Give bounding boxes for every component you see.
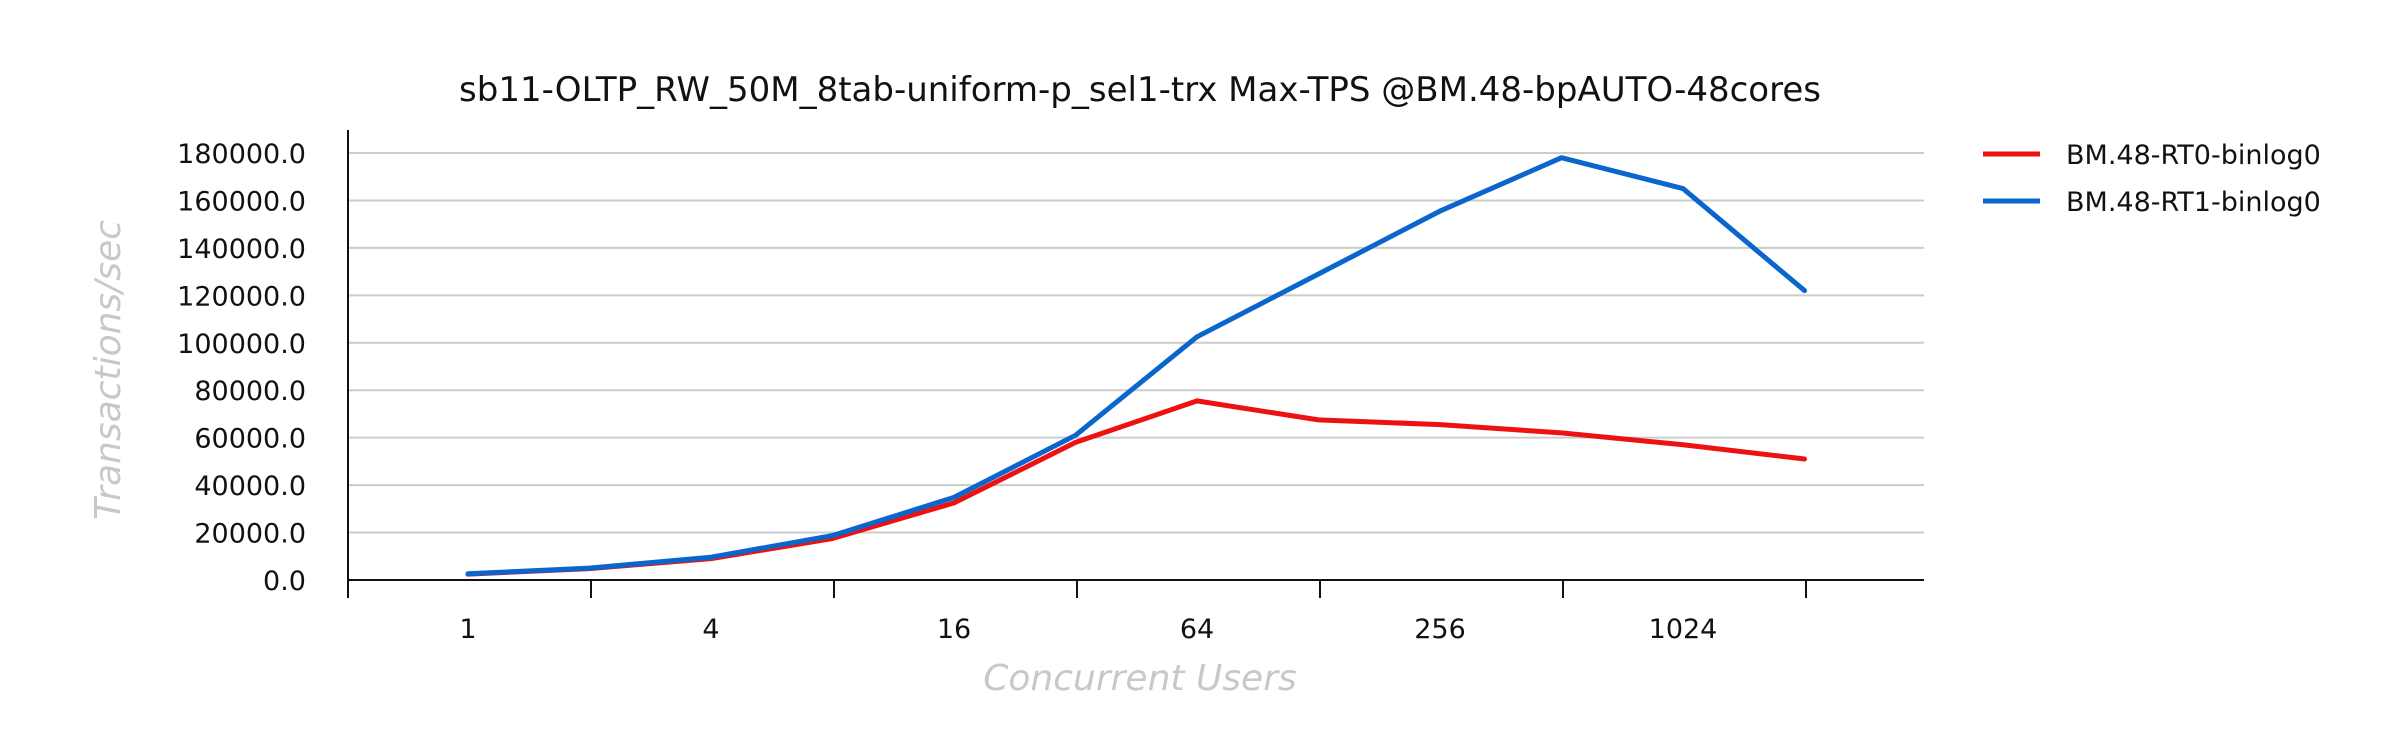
y-tick-label: 80000.0: [194, 376, 306, 407]
y-tick-label: 140000.0: [177, 234, 306, 265]
series-lines: [465, 155, 1807, 577]
x-tick-labels: 1 4 16 64 256 1024: [459, 614, 1717, 645]
chart-title: sb11-OLTP_RW_50M_8tab-uniform-p_sel1-trx…: [459, 70, 1821, 110]
legend-entry: BM.48-RT0-binlog0: [2066, 140, 2321, 171]
legend: BM.48-RT0-binlog0 BM.48-RT1-binlog0: [1983, 140, 2321, 218]
y-tick-labels: 0.0 20000.0 40000.0 60000.0 80000.0 100000.0 1…: [177, 139, 306, 597]
y-tick-label: 0.0: [263, 566, 306, 597]
series-line-1: [465, 398, 1807, 577]
x-tick-label: 1: [459, 614, 476, 645]
y-tick-label: 60000.0: [194, 424, 306, 455]
y-tick-label: 120000.0: [177, 281, 306, 312]
x-tick-label: 1024: [1649, 614, 1718, 645]
x-tick-label: 64: [1180, 614, 1214, 645]
y-tick-label: 160000.0: [177, 186, 306, 217]
y-tick-label: 100000.0: [177, 329, 306, 360]
x-axis-label: Concurrent Users: [983, 658, 1297, 699]
y-tick-label: 40000.0: [194, 471, 306, 502]
x-tick-label: 16: [937, 614, 971, 645]
series-line-2: [465, 155, 1807, 577]
grid-lines: [348, 152, 1924, 534]
axes: [347, 130, 1924, 598]
y-axis-label: Transactions/sec: [88, 220, 129, 520]
y-tick-label: 180000.0: [177, 139, 306, 170]
x-tick-label: 256: [1414, 614, 1466, 645]
legend-entry: BM.48-RT1-binlog0: [2066, 187, 2321, 218]
y-tick-label: 20000.0: [194, 519, 306, 550]
x-tick-label: 4: [702, 614, 719, 645]
